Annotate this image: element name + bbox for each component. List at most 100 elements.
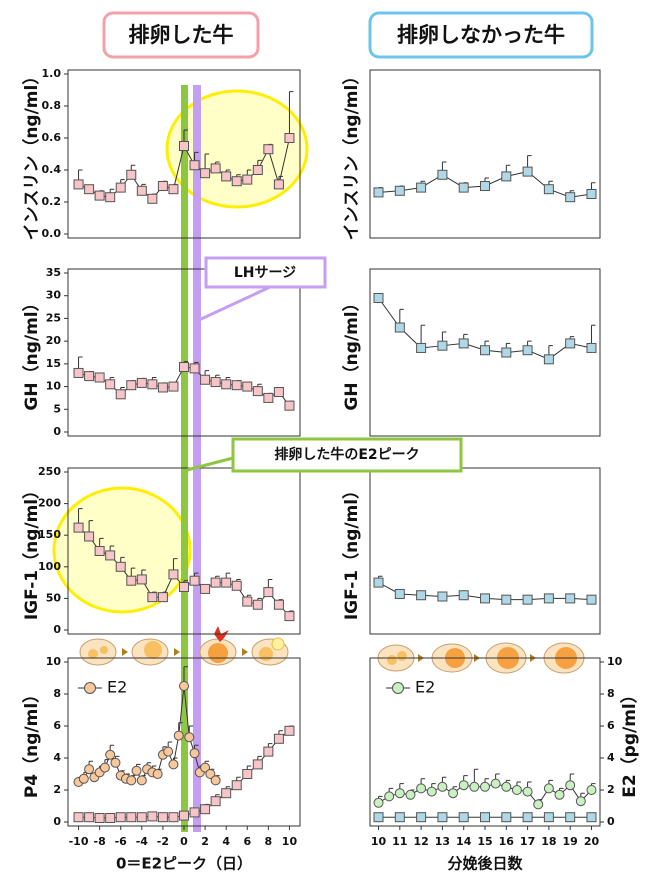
point	[94, 372, 105, 383]
point	[179, 681, 189, 691]
y-tick-label: 0	[53, 815, 61, 828]
point	[242, 381, 253, 392]
point	[373, 797, 384, 808]
connector	[198, 285, 271, 322]
x-tick-label: -10	[69, 835, 89, 848]
x-axis-label: 0＝E2ピーク（日）	[116, 855, 252, 873]
point	[115, 182, 126, 193]
point	[416, 812, 427, 823]
point	[131, 765, 142, 776]
point	[448, 788, 459, 799]
x-tick-label: 0	[180, 835, 188, 848]
point	[543, 593, 554, 604]
point	[210, 796, 221, 807]
point	[273, 179, 284, 190]
point	[469, 781, 480, 792]
point	[179, 582, 189, 593]
y-tick-label: 250	[38, 465, 61, 478]
annotation-box	[231, 437, 463, 473]
point	[84, 764, 95, 775]
x-tick-label: 4	[222, 835, 230, 848]
x-tick-label: 8	[265, 835, 273, 848]
point	[231, 176, 242, 187]
y-tick-label: 25	[46, 311, 61, 324]
point	[586, 594, 597, 605]
point	[136, 812, 147, 823]
point	[147, 592, 158, 603]
point	[99, 762, 110, 773]
ovary-icon	[251, 637, 289, 666]
x-tick-label: -2	[157, 835, 169, 848]
point	[273, 387, 284, 398]
plot-frame	[67, 268, 301, 437]
point	[221, 788, 232, 799]
point	[284, 133, 295, 143]
point	[252, 165, 263, 175]
point	[458, 780, 469, 791]
point	[126, 169, 137, 180]
x-tick-label: 16	[499, 835, 515, 848]
e2-peak-bar	[181, 85, 188, 832]
point	[210, 377, 221, 388]
point	[480, 593, 490, 604]
y-tick-label: 10	[46, 380, 62, 393]
point	[94, 813, 105, 823]
point	[263, 746, 274, 757]
y-tick-label: 0	[53, 623, 61, 636]
point	[586, 342, 597, 353]
point	[437, 781, 448, 792]
point	[200, 762, 211, 773]
point	[84, 371, 95, 382]
point	[565, 338, 576, 349]
point	[373, 812, 384, 823]
point	[263, 587, 274, 598]
point	[501, 171, 512, 182]
point	[210, 775, 221, 786]
error-bar	[288, 91, 294, 138]
point	[565, 812, 576, 823]
y-axis-label: インスリン（ng/ml）	[341, 68, 362, 241]
point	[94, 546, 105, 556]
point	[394, 588, 405, 599]
x-tick-label: 10	[371, 835, 387, 848]
point	[586, 812, 597, 823]
point	[501, 594, 512, 605]
plot-frame	[369, 69, 601, 239]
point	[522, 166, 533, 177]
point	[168, 759, 179, 770]
point	[200, 804, 211, 815]
point	[200, 168, 211, 179]
point	[147, 811, 158, 822]
y2-tick-label: 0	[607, 815, 615, 828]
point	[126, 775, 137, 786]
point	[252, 599, 263, 610]
point	[416, 590, 427, 601]
x-tick-label: -6	[115, 835, 128, 848]
point	[522, 345, 533, 356]
point	[437, 591, 448, 602]
point	[205, 769, 216, 779]
point	[543, 812, 554, 823]
x-tick-label: 17	[520, 835, 535, 848]
point	[565, 780, 576, 791]
point	[263, 392, 274, 403]
point	[168, 184, 179, 195]
point	[73, 367, 84, 378]
arrow	[174, 648, 180, 656]
point	[242, 596, 253, 607]
lh-surge-bar	[193, 85, 201, 832]
arrow	[242, 648, 248, 656]
point	[373, 292, 384, 303]
point	[543, 184, 554, 195]
y-tick-label: 20	[46, 334, 62, 347]
point	[533, 799, 544, 810]
y-tick-label: 4	[53, 751, 61, 764]
arrow	[122, 648, 128, 656]
point	[189, 748, 200, 759]
point	[458, 338, 469, 349]
y-axis-label: GH（ng/ml）	[341, 294, 362, 410]
point	[586, 785, 597, 795]
point	[84, 812, 95, 823]
plot-frame	[369, 657, 601, 827]
